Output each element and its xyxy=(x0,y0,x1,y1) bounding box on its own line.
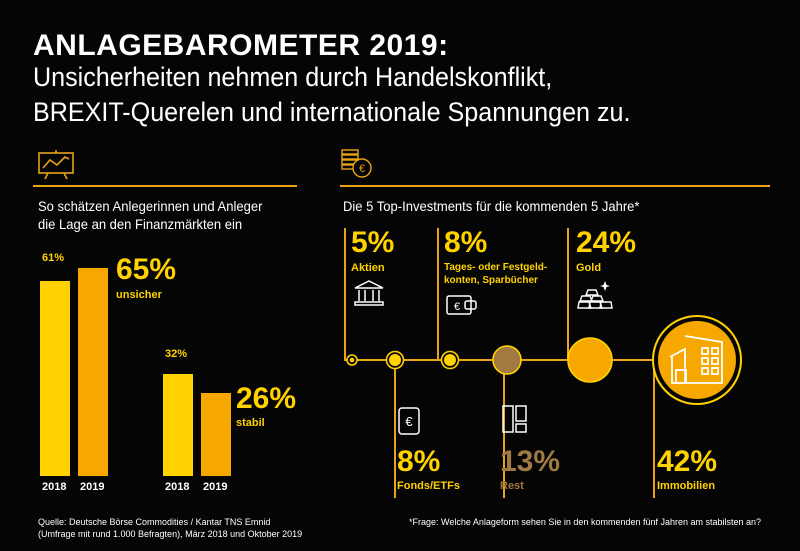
value-aktien: 5% xyxy=(351,226,395,259)
left-heading-line2: die Lage an den Finanzmärkten ein xyxy=(38,216,243,232)
label-fonds: Fonds/ETFs xyxy=(397,480,460,492)
house-icon xyxy=(669,335,723,384)
bubble-immobilien xyxy=(658,321,736,399)
year-label-2019-b: 2019 xyxy=(203,481,228,493)
label-rest: Rest xyxy=(500,480,524,492)
source-line2: (Umfrage mit rund 1.000 Befragten), März… xyxy=(38,529,303,539)
label-tagesgeld-line1: Tages- oder Festgeld- xyxy=(444,262,548,273)
footnote: *Frage: Welche Anlageform sehen Sie in d… xyxy=(409,517,762,527)
left-rule xyxy=(33,185,297,187)
timeline-connector-rest xyxy=(503,360,505,498)
label-gold: Gold xyxy=(576,262,602,274)
timeline-connector-aktien xyxy=(344,228,346,360)
page-subtitle-line1: Unsicherheiten nehmen durch Handelskonfl… xyxy=(33,62,553,92)
value-immobilien: 42% xyxy=(657,445,718,478)
value-label-unsicher-2019: 65% xyxy=(116,253,177,286)
value-gold: 24% xyxy=(576,226,637,259)
label-aktien: Aktien xyxy=(351,262,385,274)
svg-text:€: € xyxy=(405,414,413,429)
left-heading-line1: So schätzen Anlegerinnen und Anleger xyxy=(38,198,263,214)
timeline-connector-fonds xyxy=(394,360,396,498)
bubble-tagesgeld-core xyxy=(444,354,456,366)
bubble-fonds-core xyxy=(389,354,401,366)
page-subtitle-line2: BREXIT-Querelen und internationale Spann… xyxy=(33,97,631,127)
group-label-stabil: stabil xyxy=(236,417,265,429)
bar-stabil-2019 xyxy=(201,392,231,476)
bubble-aktien-core xyxy=(349,357,355,363)
bubble-gold xyxy=(567,337,613,383)
bank-building-icon xyxy=(354,280,384,306)
timeline-connector-tagesgeld xyxy=(437,228,439,360)
right-heading: Die 5 Top-Investments für die kommenden … xyxy=(343,198,640,214)
group-label-unsicher: unsicher xyxy=(116,289,162,301)
timeline-connector-gold xyxy=(567,228,569,360)
year-label-2018-b: 2018 xyxy=(165,481,190,493)
value-label-unsicher-2018: 61% xyxy=(42,252,65,264)
timeline-connector-immobilien xyxy=(653,360,655,498)
svg-text:€: € xyxy=(454,301,460,313)
right-rule xyxy=(340,185,770,187)
label-tagesgeld-line2: konten, Sparbücher xyxy=(444,275,538,286)
bar-unsicher-2019 xyxy=(78,268,108,476)
svg-text:€: € xyxy=(359,163,365,175)
chart-board-icon xyxy=(38,150,74,180)
bubble-rest xyxy=(492,345,522,375)
euro-document-icon: € xyxy=(398,407,420,435)
coins-euro-icon: € xyxy=(341,149,372,178)
page-title: ANLAGEBAROMETER 2019: xyxy=(33,29,449,62)
label-immobilien: Immobilien xyxy=(657,480,716,492)
year-label-2019-a: 2019 xyxy=(80,481,105,493)
wallet-euro-icon: € xyxy=(446,295,477,315)
value-rest: 13% xyxy=(500,445,561,478)
bar-unsicher-2018 xyxy=(40,280,70,476)
value-label-stabil-2018: 32% xyxy=(165,348,188,360)
source-line1: Quelle: Deutsche Börse Commodities / Kan… xyxy=(38,517,271,527)
value-fonds: 8% xyxy=(397,445,441,478)
value-label-stabil-2019: 26% xyxy=(236,382,297,415)
gold-bars-icon xyxy=(577,281,613,309)
cards-icon xyxy=(502,405,527,433)
year-label-2018-a: 2018 xyxy=(42,481,67,493)
value-tagesgeld: 8% xyxy=(444,226,488,259)
bar-stabil-2018 xyxy=(163,373,193,476)
